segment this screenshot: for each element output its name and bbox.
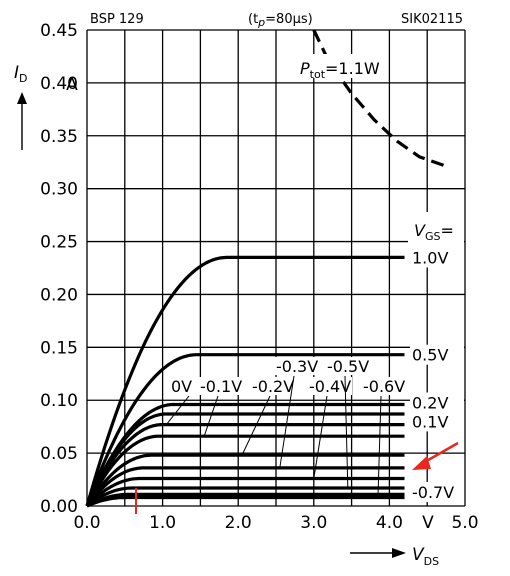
right-label-bg <box>410 247 464 268</box>
curve-label--0.7V: -0.7V <box>412 483 454 502</box>
leader-line <box>344 375 349 489</box>
power-limit-label: Ptot=1.1W <box>300 59 380 81</box>
red-arrow-shaft <box>422 441 459 465</box>
leader-line <box>203 395 219 437</box>
x-tick-label: 2.0 <box>225 513 252 533</box>
y-tick-label: 0.45 <box>40 21 78 41</box>
x-tick-label: 5.0 <box>451 513 478 533</box>
right-label-bg <box>410 344 464 365</box>
inline-label-bg <box>169 377 189 395</box>
curve-vgs--0.7V <box>86 495 405 508</box>
vgs-header: VGS= <box>414 221 454 243</box>
y-axis-arrow-head <box>17 92 27 104</box>
y-axis-label: ID <box>14 63 28 85</box>
curve-label-1.0V: 1.0V <box>412 248 448 267</box>
curve-label--0.3V: -0.3V <box>276 357 318 376</box>
leader-line <box>377 395 382 495</box>
x-tick-label: 3.0 <box>300 513 327 533</box>
y-tick-label: 0.10 <box>40 391 78 411</box>
curve-label-0.2V: 0.2V <box>412 393 448 412</box>
curve-vgs--0.1V <box>85 434 405 507</box>
curve-vgs--0.2V <box>85 453 405 507</box>
curve-label-0V: 0V <box>171 377 192 396</box>
x-tick-label: 0.0 <box>73 513 100 533</box>
curve-vgs--0.4V <box>85 476 405 508</box>
curve-label--0.5V: -0.5V <box>327 357 369 376</box>
curve-label--0.1V: -0.1V <box>200 377 242 396</box>
y-axis-unit: A <box>66 75 78 95</box>
power-limit-curve <box>312 29 451 170</box>
leader-line <box>313 395 328 479</box>
y-tick-label: 0.20 <box>40 285 78 305</box>
inline-label-bg <box>274 357 319 375</box>
leader-line <box>165 395 190 425</box>
right-label-bg <box>410 482 464 502</box>
inline-label-bg <box>198 377 243 395</box>
leader-line <box>241 395 271 456</box>
curve-label-0.1V: 0.1V <box>412 412 448 431</box>
labels: 0.00 0.05 0.10 0.15 0.20 0.25 0.30 0.35 0.40 0.45… <box>14 12 479 568</box>
header-condition: (tp=80µs) <box>248 12 313 29</box>
y-tick-label: 0.00 <box>40 497 78 517</box>
x-axis-arrow-head <box>392 548 406 558</box>
curve-vgs-0.5V <box>85 353 405 507</box>
curve-label--0.4V: -0.4V <box>309 377 351 396</box>
header-figure-id: SIK02115 <box>401 12 463 27</box>
inline-label-bg <box>250 377 295 395</box>
curve-label--0.2V: -0.2V <box>252 377 294 396</box>
y-tick-label: 0.35 <box>40 127 78 147</box>
y-tick-label: 0.25 <box>40 233 78 253</box>
curves <box>85 29 451 508</box>
curve-vgs--0.3V <box>85 466 405 507</box>
inline-label-bg <box>307 377 352 395</box>
power-limit-label-bg <box>296 54 382 78</box>
leader-line <box>279 375 295 468</box>
x-tick-label: 4.0 <box>376 513 403 533</box>
y-tick-label: 0.40 <box>40 74 78 94</box>
curve-label-0.5V: 0.5V <box>412 346 448 365</box>
y-tick-label: 0.05 <box>40 444 78 464</box>
y-tick-label: 0.30 <box>40 180 78 200</box>
x-axis-label: VDS <box>412 545 439 568</box>
inline-label-bg <box>325 357 370 375</box>
x-tick-label: 1.0 <box>149 513 176 533</box>
curve-vgs-1.0V <box>85 255 405 507</box>
right-label-bg <box>410 411 464 432</box>
red-arrow-head <box>412 456 431 470</box>
y-tick-label: 0.15 <box>40 338 78 358</box>
inline-label-bg <box>361 377 406 395</box>
right-label-bg <box>410 392 464 413</box>
curve-label--0.6V: -0.6V <box>363 377 405 396</box>
header-part-number: BSP 129 <box>90 12 144 27</box>
x-axis-unit: V <box>422 513 434 533</box>
